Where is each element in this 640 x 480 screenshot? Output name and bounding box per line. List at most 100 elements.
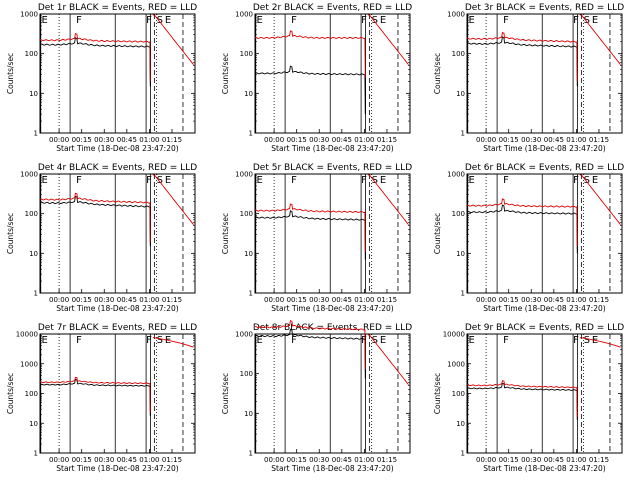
y-tick-label: 10 [29, 250, 38, 258]
plot-frame [466, 13, 623, 134]
x-tick-label: 00:15 [499, 296, 519, 304]
x-tick-label: 00:00 [49, 136, 69, 144]
y-tick-label: 1 [461, 130, 465, 138]
flag-letter: F [146, 175, 152, 186]
events-series-line [466, 36, 578, 87]
plot-frame [39, 333, 196, 454]
y-tick-label: 1000 [20, 171, 38, 179]
events-series-line [39, 378, 151, 416]
x-tick-label: 00:45 [544, 456, 564, 464]
y-tick-label: 10000 [443, 331, 465, 339]
x-tick-label: 00:00 [49, 296, 69, 304]
x-axis-label: Start Time (18-Dec-08 23:47:20) [483, 304, 605, 313]
flag-letter: F [76, 15, 82, 26]
panel-title: Det 5r BLACK = Events, RED = LLD [253, 163, 412, 173]
y-axis-label: Counts/sec [6, 373, 15, 414]
panel-title: Det 3r BLACK = Events, RED = LLD [465, 3, 624, 13]
x-axis-label: Start Time (18-Dec-08 23:47:20) [271, 144, 393, 153]
y-tick-label: 10 [244, 410, 253, 418]
flag-letter: S [584, 175, 590, 186]
lld-series-line [39, 376, 151, 414]
y-tick-label: 1000 [447, 11, 465, 19]
x-tick-label: 00:30 [309, 136, 329, 144]
flag-letter: E [257, 15, 263, 26]
y-tick-label: 100 [452, 50, 465, 58]
flag-letter: F [146, 335, 152, 346]
x-tick-label: 00:00 [476, 136, 496, 144]
x-tick-label: 01:15 [162, 456, 182, 464]
flag-letter: F [291, 15, 297, 26]
lld-tail-line [579, 174, 621, 225]
panel-title: Det 1r BLACK = Events, RED = LLD [38, 3, 197, 13]
panel-title: Det 4r BLACK = Events, RED = LLD [38, 163, 197, 173]
flag-letter: F [573, 335, 579, 346]
y-axis-label: Counts/sec [221, 373, 230, 414]
lld-series-line [467, 198, 578, 247]
y-tick-label: 10 [244, 90, 253, 98]
x-tick-label: 01:00 [566, 296, 586, 304]
flag-letter: F [361, 335, 367, 346]
plot-frame [466, 333, 623, 454]
x-tick-label: 00:15 [287, 136, 307, 144]
flag-letter: F [291, 175, 297, 186]
x-tick-label: 00:45 [117, 456, 137, 464]
flag-letter: S [157, 15, 163, 26]
lld-series-line [39, 192, 151, 243]
y-tick-label: 1000 [447, 360, 465, 368]
y-tick-label: 10 [29, 90, 38, 98]
events-series-line [254, 65, 366, 115]
y-axis-label: Counts/sec [433, 53, 442, 94]
events-series-line [39, 36, 151, 87]
flag-letter: S [584, 15, 590, 26]
x-tick-label: 01:15 [377, 296, 397, 304]
flag-letter: E [380, 15, 386, 26]
events-series-line [39, 195, 151, 247]
x-tick-label: 00:45 [332, 136, 352, 144]
flag-letter: E [469, 15, 475, 26]
flag-letter: F [573, 15, 579, 26]
x-tick-label: 01:00 [566, 456, 586, 464]
x-tick-label: 00:45 [332, 296, 352, 304]
x-tick-label: 01:15 [589, 136, 609, 144]
panel-title: Det 6r BLACK = Events, RED = LLD [465, 163, 624, 173]
flag-letter: E [380, 335, 386, 346]
flag-letter: E [42, 175, 48, 186]
x-tick-label: 01:00 [139, 136, 159, 144]
x-tick-label: 00:15 [72, 296, 92, 304]
flag-letter: E [592, 15, 598, 26]
y-tick-label: 1 [249, 290, 253, 298]
y-tick-label: 100 [240, 50, 253, 58]
flag-letter: S [584, 335, 590, 346]
x-tick-label: 00:00 [264, 136, 284, 144]
flag-letter: F [573, 175, 579, 186]
y-tick-label: 10 [456, 250, 465, 258]
panel-title: Det 2r BLACK = Events, RED = LLD [253, 3, 412, 13]
y-tick-label: 1 [34, 130, 38, 138]
plot-frame [254, 13, 411, 134]
events-series-line [254, 210, 366, 260]
y-axis-label: Counts/sec [433, 213, 442, 254]
lld-tail-line [152, 337, 194, 348]
flag-letter: S [372, 15, 378, 26]
y-tick-label: 100 [25, 210, 38, 218]
x-axis-label: Start Time (18-Dec-08 23:47:20) [271, 304, 393, 313]
flag-letter: S [157, 175, 163, 186]
x-axis-label: Start Time (18-Dec-08 23:47:20) [56, 144, 178, 153]
x-tick-label: 01:00 [139, 296, 159, 304]
lld-series-line [254, 30, 366, 78]
x-tick-label: 00:30 [521, 136, 541, 144]
x-tick-label: 00:45 [117, 136, 137, 144]
lld-series-line [254, 320, 366, 370]
y-tick-label: 100 [452, 210, 465, 218]
y-axis-label: Counts/sec [433, 373, 442, 414]
y-axis-label: Counts/sec [6, 213, 15, 254]
flag-letter: S [372, 175, 378, 186]
y-tick-label: 100 [240, 370, 253, 378]
x-tick-label: 01:15 [377, 136, 397, 144]
plot-frame [39, 13, 196, 134]
x-tick-label: 01:00 [354, 456, 374, 464]
x-axis-label: Start Time (18-Dec-08 23:47:20) [483, 464, 605, 473]
x-tick-label: 00:00 [49, 456, 69, 464]
